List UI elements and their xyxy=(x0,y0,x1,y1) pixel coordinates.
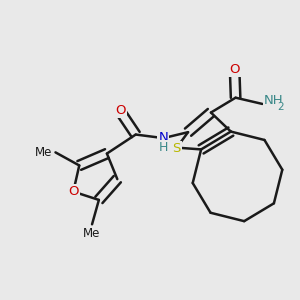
Text: O: O xyxy=(115,104,125,117)
Text: H: H xyxy=(159,140,168,154)
Text: NH: NH xyxy=(264,94,284,107)
Text: N: N xyxy=(158,131,168,144)
Text: O: O xyxy=(230,63,240,76)
Text: S: S xyxy=(172,142,181,155)
Text: Me: Me xyxy=(83,227,101,240)
Text: O: O xyxy=(68,185,79,198)
Text: 2: 2 xyxy=(277,103,284,112)
Text: Me: Me xyxy=(34,146,52,159)
